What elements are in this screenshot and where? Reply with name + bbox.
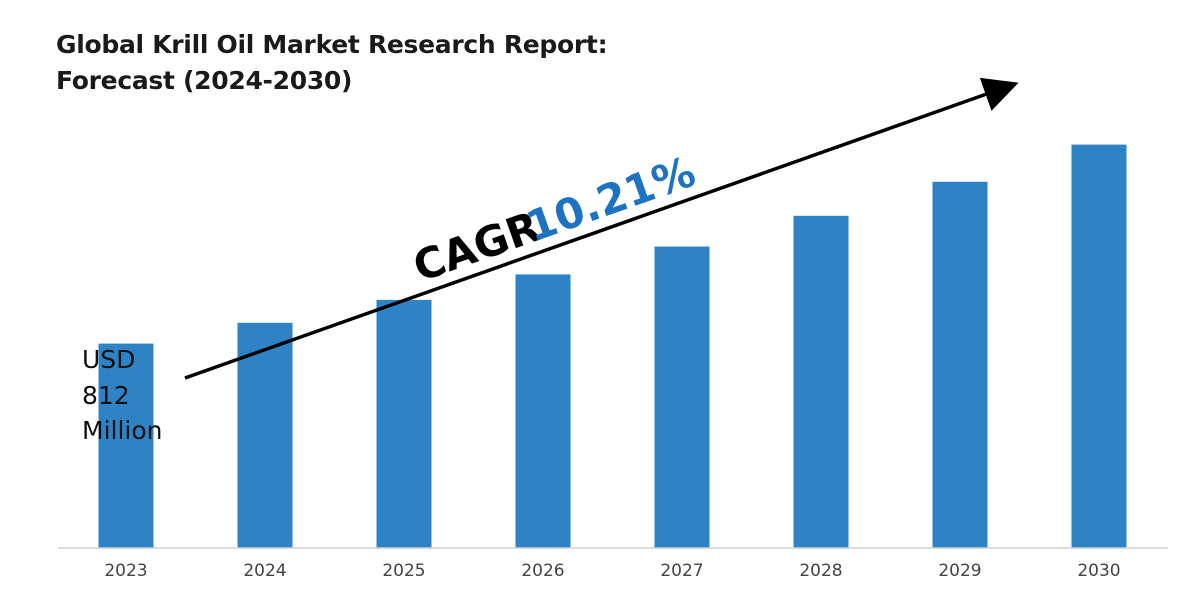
cagr-value: 10.21% (520, 147, 701, 252)
x-tick-label-2024: 2024 (243, 561, 286, 581)
x-tick-label-2028: 2028 (799, 561, 842, 581)
x-tick-label-2026: 2026 (521, 561, 564, 581)
start-value-label-line-1: USD (82, 345, 136, 374)
bar-2024 (237, 322, 293, 548)
trend-arrow (184, 77, 1019, 380)
bar-2029 (932, 181, 988, 549)
start-value-label-line-3: Million (82, 416, 163, 445)
x-tick-label-2027: 2027 (660, 561, 703, 581)
x-tick-label-2029: 2029 (938, 561, 981, 581)
bars-group (98, 144, 1127, 549)
bar-2025 (376, 299, 432, 548)
x-tick-labels: 2023 2024 2025 2026 2027 2028 2029 2030 (104, 561, 1120, 581)
bar-2028 (793, 215, 849, 549)
bar-2027 (654, 246, 710, 548)
chart-title-line-2: Forecast (2024-2030) (56, 66, 353, 95)
x-tick-label-2030: 2030 (1077, 561, 1120, 581)
bar-2023 (98, 343, 154, 548)
x-tick-label-2025: 2025 (382, 561, 425, 581)
bar-2026 (515, 274, 571, 548)
start-value-label-line-2: 812 (82, 381, 130, 410)
bar-2030 (1071, 144, 1127, 548)
chart-title-line-1: Global Krill Oil Market Research Report: (56, 30, 608, 59)
x-tick-label-2023: 2023 (104, 561, 147, 581)
